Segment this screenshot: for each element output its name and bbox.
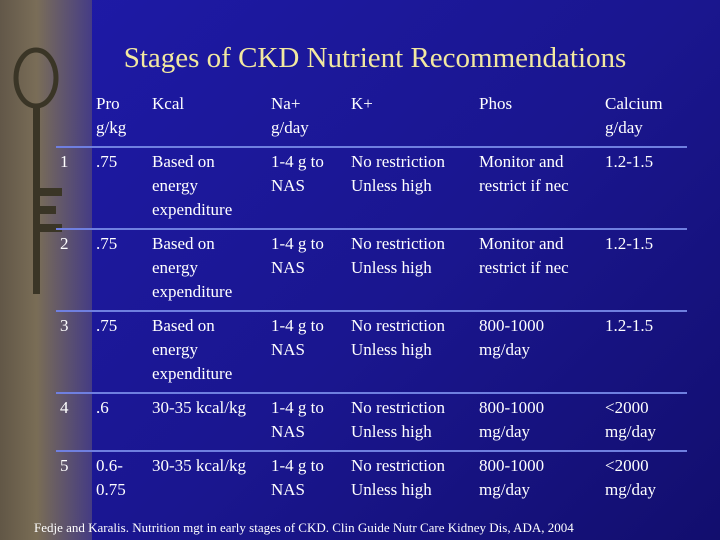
header-pro: Pro g/kg	[96, 94, 127, 137]
table-row: 3 .75 Based on energy expenditure 1-4 g …	[56, 310, 687, 393]
header-k: K+	[351, 94, 373, 113]
table-row: 2 .75 Based on energy expenditure 1-4 g …	[56, 228, 687, 311]
header-stage	[56, 88, 92, 147]
table-row: 5 0.6- 0.75 30-35 kcal/kg 1-4 g to NAS N…	[56, 450, 687, 508]
citation-footnote: Fedje and Karalis. Nutrition mgt in earl…	[34, 520, 574, 535]
table-row: 1 .75 Based on energy expenditure 1-4 g …	[56, 146, 687, 229]
key-icon	[13, 47, 62, 294]
header-na: Na+ g/day	[271, 94, 309, 137]
table-header-row: Pro g/kg Kcal Na+ g/day K+ Phos Calcium g/d…	[56, 88, 687, 147]
header-phos: Phos	[479, 94, 513, 113]
table-row: 4 .6 30-35 kcal/kg 1-4 g to NAS No restr…	[56, 392, 687, 451]
header-calcium: Calcium g/day	[605, 94, 663, 137]
slide-title: Stages of CKD Nutrient Recommendations	[123, 42, 627, 74]
nutrient-table: Pro g/kg Kcal Na+ g/day K+ Phos Calcium g/d…	[56, 88, 687, 508]
header-kcal: Kcal	[152, 94, 185, 113]
